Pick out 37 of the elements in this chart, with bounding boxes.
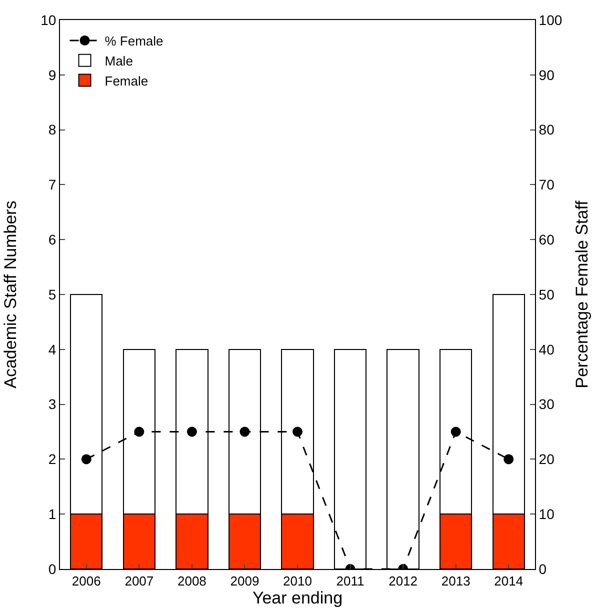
legend-label: Male [104, 53, 133, 68]
y-tick-label: 0 [48, 560, 56, 577]
x-tick-label: 2014 [494, 574, 524, 589]
legend-label: Female [104, 73, 148, 88]
y-axis-title: Academic Staff Numbers [1, 200, 20, 388]
y-tick-label: 9 [48, 66, 56, 83]
x-tick-label: 2013 [441, 574, 470, 589]
x-tick-label: 2009 [230, 574, 260, 589]
x-tick-label: 2010 [283, 574, 312, 589]
legend-label: % Female [104, 34, 164, 49]
y2-axis-title: Percentage Female Staff [572, 200, 592, 388]
y2-tick-label: 100 [538, 12, 562, 28]
x-axis-title: Year ending [252, 588, 343, 608]
y2-tick-label: 80 [538, 122, 555, 138]
y2-tick-label: 60 [538, 232, 555, 248]
y-tick-label: 10 [40, 12, 56, 28]
y2-tick-label: 10 [538, 506, 555, 522]
y-tick-label: 5 [48, 286, 56, 302]
y-tick-label: 3 [48, 396, 56, 412]
x-tick-label: 2011 [336, 574, 364, 589]
y-tick-label: 7 [48, 176, 56, 193]
x-tick-label: 2012 [388, 574, 418, 589]
y2-tick-label: 70 [538, 176, 555, 193]
x-tick-label: 2006 [72, 574, 101, 589]
y-tick-label: 1 [48, 506, 56, 522]
y-tick-label: 2 [48, 451, 56, 468]
y-tick-label: 6 [48, 232, 56, 248]
x-tick-label: 2007 [124, 574, 154, 589]
y2-tick-label: 30 [538, 396, 555, 412]
y2-tick-label: 90 [538, 66, 555, 83]
x-tick-label: 2008 [177, 574, 206, 589]
y-tick-label: 4 [48, 341, 56, 358]
y2-tick-label: 50 [538, 286, 555, 302]
y2-tick-label: 0 [538, 560, 547, 577]
y2-tick-label: 20 [538, 451, 555, 468]
y2-tick-label: 40 [538, 341, 555, 358]
y-tick-label: 8 [48, 122, 56, 138]
